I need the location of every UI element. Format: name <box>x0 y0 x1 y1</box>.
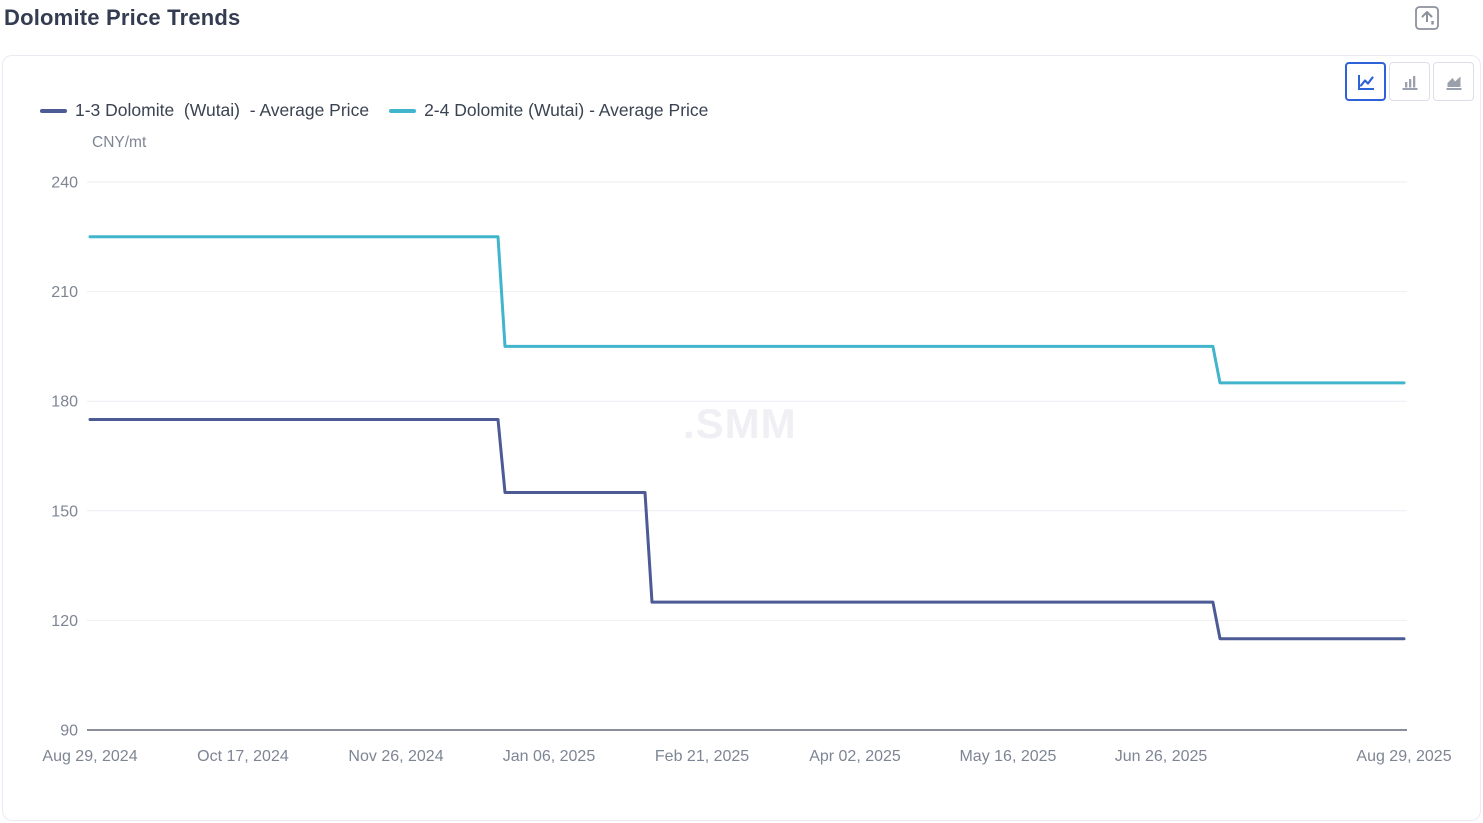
legend-dash-icon <box>389 108 417 113</box>
chart-legend: 1-3 Dolomite (Wutai) - Average Price 2-4… <box>40 100 728 121</box>
price-trend-chart[interactable]: 240 210 180 150 120 90 Aug 29, 2024 Oct 17, 202… <box>3 56 1480 820</box>
legend-label: 1-3 Dolomite (Wutai) - Average Price <box>75 100 370 120</box>
chart-card: 1-3 Dolomite (Wutai) - Average Price 2-4… <box>2 55 1481 821</box>
legend-dash-icon <box>40 108 67 113</box>
line-chart-icon <box>1357 74 1374 90</box>
x-tick-label: Nov 26, 2024 <box>348 748 443 765</box>
bar-chart-icon <box>1402 75 1417 90</box>
x-tick-label: Oct 17, 2024 <box>197 748 289 765</box>
legend-item-series-1[interactable]: 1-3 Dolomite (Wutai) - Average Price <box>40 100 369 121</box>
x-tick-label: Jun 26, 2025 <box>1115 748 1208 765</box>
y-tick-label: 120 <box>51 613 78 630</box>
legend-item-series-2[interactable]: 2-4 Dolomite (Wutai) - Average Price <box>389 100 708 121</box>
y-tick-label: 180 <box>51 394 78 411</box>
legend-label: 2-4 Dolomite (Wutai) - Average Price <box>424 100 709 120</box>
x-tick-label: May 16, 2025 <box>959 748 1056 765</box>
export-button[interactable] <box>1412 3 1442 33</box>
area-chart-icon <box>1446 76 1461 90</box>
y-tick-label: 210 <box>51 284 78 301</box>
x-tick-label: Aug 29, 2025 <box>1356 748 1451 765</box>
x-tick-label: Apr 02, 2025 <box>809 748 901 765</box>
y-tick-label: 150 <box>51 503 78 520</box>
chart-type-bar-button[interactable] <box>1389 62 1430 101</box>
page-title: Dolomite Price Trends <box>4 5 241 30</box>
chart-type-line-button[interactable] <box>1345 62 1386 101</box>
chart-type-area-button[interactable] <box>1433 62 1474 101</box>
y-tick-label: 90 <box>60 723 78 740</box>
x-tick-label: Aug 29, 2024 <box>42 748 137 765</box>
y-tick-label: 240 <box>51 175 78 192</box>
export-up-arrow-icon <box>1415 6 1439 30</box>
series-line-2[interactable] <box>88 235 1406 385</box>
y-axis-unit-label: CNY/mt <box>92 134 147 151</box>
chart-type-toggle-group <box>1345 62 1474 101</box>
smm-watermark: .SMM <box>683 400 797 447</box>
x-tick-label: Jan 06, 2025 <box>503 748 596 765</box>
x-tick-label: Feb 21, 2025 <box>655 748 749 765</box>
series-line-1[interactable] <box>88 418 1406 641</box>
